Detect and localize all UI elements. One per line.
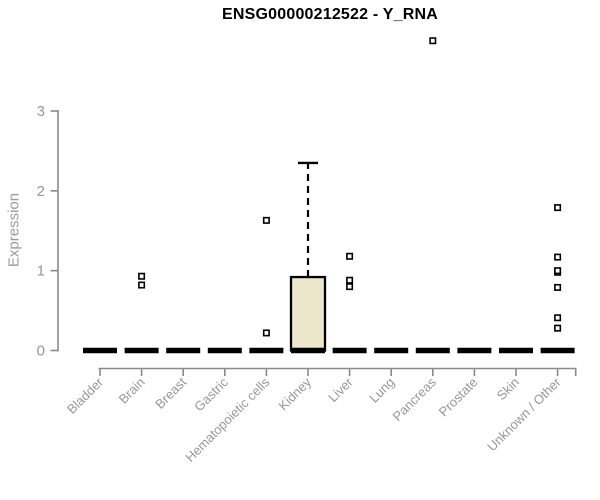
outlier-point <box>554 283 562 291</box>
x-category-label: Breast <box>152 374 189 411</box>
box-group <box>124 272 159 354</box>
box-group <box>289 161 327 354</box>
x-category-label: Pancreas <box>389 374 439 424</box>
box-group <box>249 216 284 354</box>
outlier-point <box>262 216 270 224</box>
box-group <box>332 252 367 354</box>
box-group <box>540 204 575 354</box>
outlier-point <box>554 314 562 322</box>
x-category-label: Bladder <box>64 374 107 417</box>
outlier-point <box>138 281 146 289</box>
box <box>289 275 327 352</box>
outlier-point <box>554 253 562 261</box>
y-tick-label: 1 <box>37 263 45 280</box>
x-category-label: Lung <box>366 375 397 406</box>
outlier-point <box>346 252 354 260</box>
y-tick-label: 2 <box>37 183 45 200</box>
outlier-point <box>346 276 354 284</box>
x-category-label: Brain <box>116 375 148 407</box>
chart-title: ENSG00000212522 - Y_RNA <box>222 6 438 23</box>
outlier-point <box>346 283 354 291</box>
outlier-point <box>138 272 146 280</box>
y-tick-label: 0 <box>37 343 45 360</box>
box-group <box>415 37 450 354</box>
outlier-point <box>554 324 562 332</box>
outlier-point <box>554 204 562 212</box>
y-tick-label: 3 <box>37 103 45 120</box>
x-category-label: Unknown / Other <box>484 374 564 454</box>
x-category-label: Gastric <box>191 374 231 414</box>
outlier-point <box>429 37 437 45</box>
x-category-label: Liver <box>325 374 356 405</box>
outlier-point <box>262 329 270 337</box>
x-category-label: Prostate <box>436 375 481 420</box>
x-category-label: Kidney <box>275 374 314 413</box>
x-category-label: Skin <box>494 375 522 403</box>
outlier-point <box>554 267 562 275</box>
y-axis: 0 1 2 3 <box>37 103 59 360</box>
